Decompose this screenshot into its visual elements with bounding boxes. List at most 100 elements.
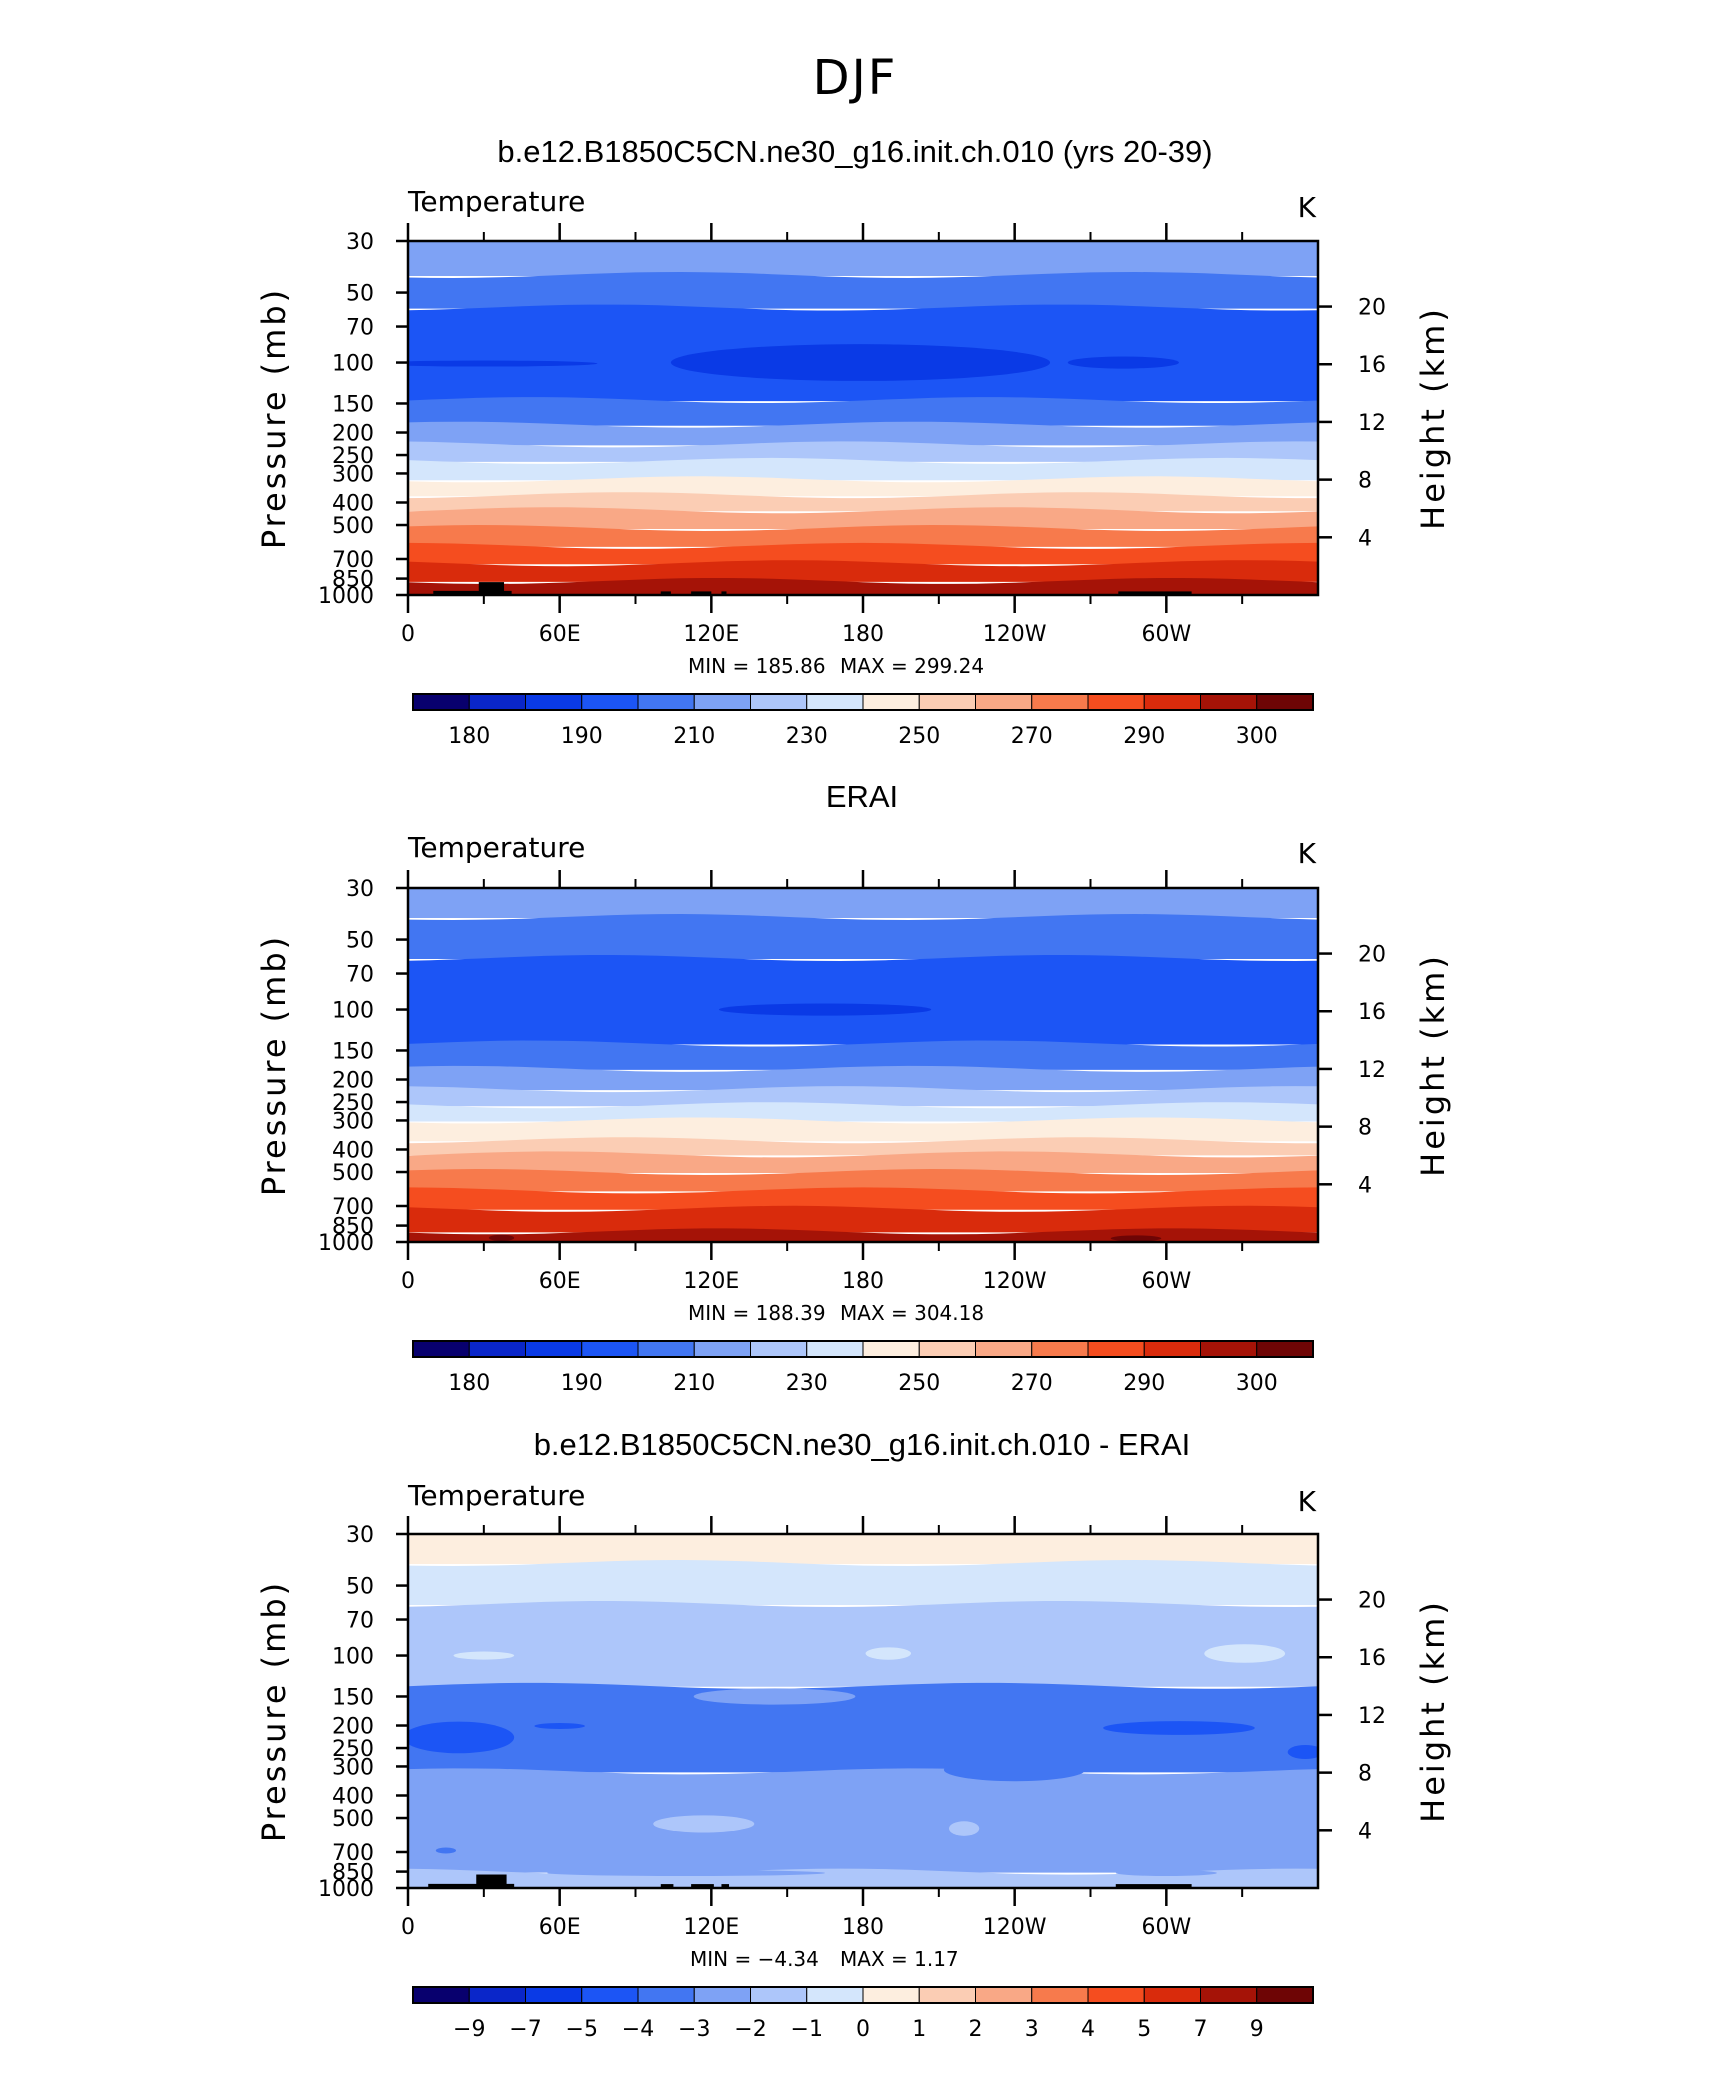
- y-axis-label: Pressure (mb): [255, 1580, 293, 1842]
- colorbar-label: −5: [566, 2017, 598, 2042]
- colorbar-swatch: [468, 1340, 526, 1358]
- colorbar-label: 7: [1194, 2017, 1208, 2042]
- contour-feature: [408, 1721, 515, 1754]
- colorbar-label: 290: [1123, 1371, 1165, 1396]
- colorbar-swatch: [1143, 1986, 1201, 2004]
- colorbar-frame: [412, 693, 1314, 711]
- min-label: MIN = −4.34: [690, 1947, 819, 1971]
- contour-band: [408, 1534, 1318, 1564]
- contour-band: [408, 1169, 1318, 1192]
- height-tick-label: 16: [1358, 1646, 1386, 1671]
- contour-band: [408, 1117, 1318, 1142]
- height-tick-label: 16: [1358, 353, 1386, 378]
- left-string: Temperature: [407, 1479, 585, 1512]
- contour-band: [408, 1065, 1318, 1091]
- colorbar-label: 250: [898, 1371, 940, 1396]
- contour-band: [408, 492, 1318, 512]
- colorbar-swatch: [1031, 1986, 1089, 2004]
- land-mask: [428, 1874, 1192, 1888]
- colorbar-label: 190: [561, 724, 603, 749]
- colorbar-swatch: [975, 1986, 1033, 2004]
- y-tick-label: 300: [332, 462, 374, 487]
- contour-band: [408, 507, 1318, 529]
- colorbar-label: 270: [1011, 724, 1053, 749]
- y-tick-label: 850: [332, 1215, 374, 1240]
- y-tick-label: 150: [332, 1039, 374, 1064]
- x-tick-label: 180: [842, 1915, 884, 1940]
- colorbar-label: 190: [561, 1371, 603, 1396]
- y-tick-label: 300: [332, 1755, 374, 1780]
- height-tick-label: 20: [1358, 943, 1386, 968]
- topography: [433, 590, 512, 595]
- colorbar-label: 0: [856, 2017, 870, 2042]
- contour-band: [408, 1682, 1318, 1773]
- height-axis-label: Height (km): [1414, 306, 1452, 530]
- contour-band: [408, 241, 1318, 276]
- colorbar-swatch: [693, 693, 751, 711]
- y-tick-label: 150: [332, 392, 374, 417]
- panel-erai: ERAI Temperature K 0 60E 120E 180 120W 60W 30…: [255, 779, 1452, 1396]
- topography: [721, 1884, 730, 1888]
- topography: [428, 1883, 515, 1888]
- x-tick-label: 0: [401, 1915, 415, 1940]
- colorbar-swatch: [525, 693, 583, 711]
- colorbar-swatch: [468, 693, 526, 711]
- y-tick-label: 200: [332, 422, 374, 447]
- x-tick-label: 120W: [983, 622, 1047, 647]
- x-tick-label: 180: [842, 1269, 884, 1294]
- colorbar-swatch: [1256, 1986, 1314, 2004]
- colorbar-swatch: [1087, 1986, 1145, 2004]
- topography: [1115, 1884, 1192, 1888]
- colorbar-label: 4: [1081, 2017, 1095, 2042]
- x-axis: 0 60E 120E 180 120W 60W: [401, 870, 1244, 1294]
- x-tick-label: 60W: [1141, 1269, 1191, 1294]
- y-axis-label: Pressure (mb): [255, 287, 293, 549]
- contour-feature: [534, 1723, 585, 1730]
- contour-feature: [653, 1815, 755, 1833]
- height-tick-label: 4: [1358, 1819, 1372, 1844]
- colorbar-swatch: [693, 1986, 751, 2004]
- colorbar-swatch: [637, 693, 695, 711]
- y-tick-label: 200: [332, 1715, 374, 1740]
- contour-band: [408, 1187, 1318, 1210]
- colorbar-swatch: [750, 693, 808, 711]
- colorbar-swatch: [468, 1986, 526, 2004]
- x-tick-label: 120W: [983, 1269, 1047, 1294]
- y-tick-label: 50: [346, 282, 374, 307]
- left-string: Temperature: [407, 185, 585, 218]
- colorbar-label: −9: [453, 2017, 485, 2042]
- colorbar-swatch: [806, 1986, 864, 2004]
- contour-band: [408, 955, 1318, 1045]
- x-tick-label: 120E: [683, 622, 739, 647]
- colorbar-swatch: [918, 1986, 976, 2004]
- x-tick-label: 120W: [983, 1915, 1047, 1940]
- min-label: MIN = 185.86: [688, 654, 826, 678]
- x-axis: 0 60E 120E 180 120W 60W: [401, 1516, 1244, 1940]
- y-tick-label: 30: [346, 230, 374, 255]
- contour-feature: [948, 1821, 980, 1836]
- height-tick-label: 4: [1358, 1173, 1372, 1198]
- height-tick-label: 12: [1358, 411, 1386, 436]
- colorbar-swatch: [1087, 1340, 1145, 1358]
- height-axis: 20 16 12 8 4: [1318, 1589, 1386, 1844]
- y-tick-label: 30: [346, 1523, 374, 1548]
- contour-feature: [670, 344, 1051, 381]
- contour-band: [408, 888, 1318, 918]
- colorbar-swatch: [581, 693, 639, 711]
- colorbar-swatch: [1256, 693, 1314, 711]
- colorbar-swatch: [750, 1986, 808, 2004]
- contour-feature: [435, 1847, 457, 1854]
- y-tick-label: 100: [332, 352, 374, 377]
- topography: [691, 1884, 714, 1888]
- units-label: K: [1298, 1485, 1317, 1518]
- colorbar-swatch: [1143, 693, 1201, 711]
- colorbar-swatch: [1200, 693, 1258, 711]
- colorbar-label: 270: [1011, 1371, 1053, 1396]
- colorbar-swatch: [975, 693, 1033, 711]
- x-axis: 0 60E 120E 180 120W 60W: [401, 223, 1244, 647]
- topography: [721, 591, 727, 595]
- y-tick-label: 250: [332, 1091, 374, 1116]
- height-axis-label: Height (km): [1414, 1599, 1452, 1823]
- topography: [476, 1874, 507, 1888]
